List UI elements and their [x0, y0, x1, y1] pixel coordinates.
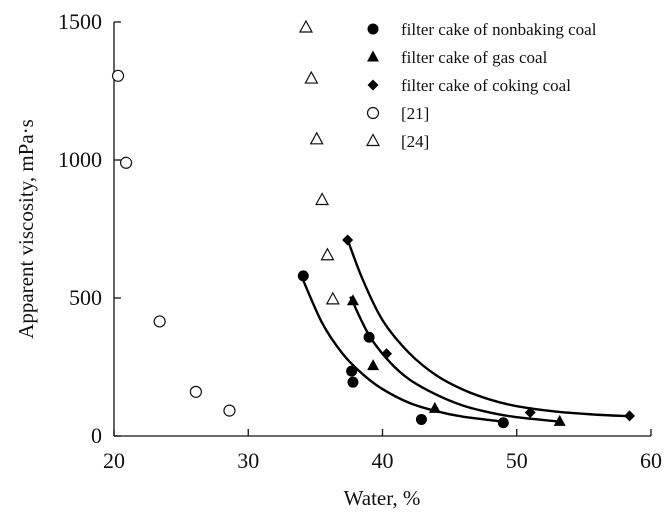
legend-marker — [367, 23, 379, 35]
y-tick-label: 1000 — [58, 147, 102, 172]
fit-curve — [349, 296, 560, 423]
y-tick-label: 0 — [91, 423, 102, 448]
data-point — [298, 19, 313, 33]
x-tick-label: 60 — [640, 448, 662, 473]
y-tick-label: 500 — [69, 285, 102, 310]
data-point — [119, 156, 133, 169]
fit-curve — [300, 276, 504, 423]
fit-curves — [300, 239, 630, 423]
data-point — [153, 315, 166, 328]
data-points — [111, 19, 636, 429]
data-point — [428, 401, 441, 413]
fit-curve — [346, 239, 630, 418]
data-point — [111, 69, 125, 82]
y-tick-label: 1500 — [58, 9, 102, 34]
data-point — [309, 131, 324, 145]
legend-label: filter cake of gas coal — [401, 48, 548, 67]
data-point — [189, 385, 202, 398]
legend-marker — [366, 106, 380, 120]
tick-group: 20 30 40 50 60 0 500 1000 1500 — [58, 9, 662, 473]
data-point — [367, 359, 380, 371]
data-point — [223, 404, 236, 417]
data-point — [297, 270, 309, 282]
data-point — [342, 234, 354, 246]
legend-label: filter cake of nonbaking coal — [401, 20, 597, 39]
y-axis-label: Apparent viscosity, mPa·s — [14, 119, 38, 339]
legend-label: filter cake of coking coal — [401, 76, 571, 95]
data-point — [363, 331, 375, 343]
data-point — [415, 413, 427, 425]
data-point — [346, 365, 358, 377]
data-point — [497, 417, 509, 429]
legend: filter cake of nonbaking coal filter cake… — [365, 20, 597, 151]
x-tick-label: 30 — [237, 448, 259, 473]
x-axis-label: Water, % — [344, 486, 421, 510]
data-point — [346, 294, 359, 306]
data-point — [315, 192, 330, 206]
x-tick-label: 50 — [506, 448, 528, 473]
legend-label: [21] — [401, 104, 429, 123]
data-point — [325, 291, 340, 305]
data-point — [347, 376, 359, 388]
data-point — [624, 410, 636, 422]
x-tick-label: 20 — [103, 448, 125, 473]
legend-marker — [367, 50, 379, 62]
data-point — [304, 70, 319, 84]
legend-label: [24] — [401, 132, 429, 151]
data-point — [381, 348, 393, 360]
x-tick-label: 40 — [372, 448, 394, 473]
data-point — [524, 407, 536, 419]
legend-marker — [365, 133, 381, 147]
data-point — [553, 414, 566, 426]
data-point — [320, 247, 335, 261]
legend-marker — [367, 79, 379, 91]
